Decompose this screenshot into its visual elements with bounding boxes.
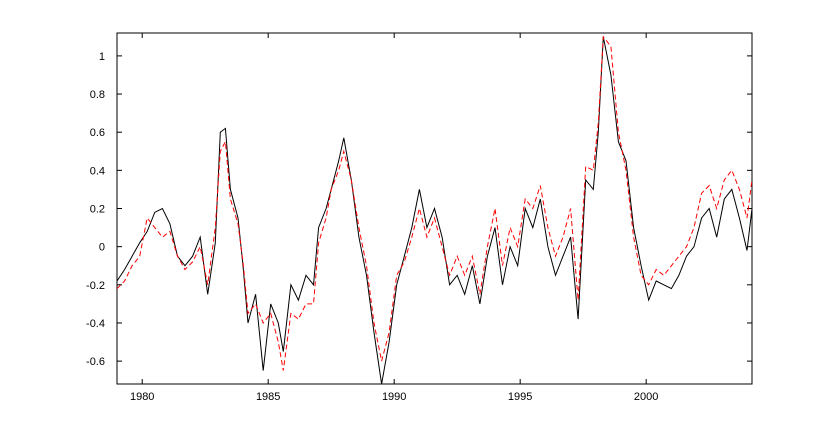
y-tick-label: 0.6 (90, 127, 105, 139)
y-tick-label: 0.2 (90, 204, 105, 216)
x-tick-label: 1985 (256, 391, 280, 403)
y-tick-label: -0.6 (86, 356, 105, 368)
y-tick-label: 0.8 (90, 89, 105, 101)
x-axis-ticks: 1980 1985 1990 1995 2000 (130, 33, 658, 403)
series-line-dashed (117, 35, 752, 371)
y-tick-label: -0.2 (86, 280, 105, 292)
y-tick-label: -0.4 (86, 318, 105, 330)
series-line-solid (117, 36, 752, 384)
x-tick-label: 1995 (508, 391, 532, 403)
x-tick-label: 1980 (130, 391, 154, 403)
series-layer (117, 35, 752, 384)
y-tick-label: 0 (99, 242, 105, 254)
x-tick-label: 1990 (382, 391, 406, 403)
y-tick-label: 1 (99, 51, 105, 63)
y-axis-ticks: -0.6 -0.4 -0.2 0 0.2 0.4 0.6 0.8 1 (86, 51, 752, 368)
x-tick-label: 2000 (634, 391, 658, 403)
y-tick-label: 0.4 (90, 165, 105, 177)
